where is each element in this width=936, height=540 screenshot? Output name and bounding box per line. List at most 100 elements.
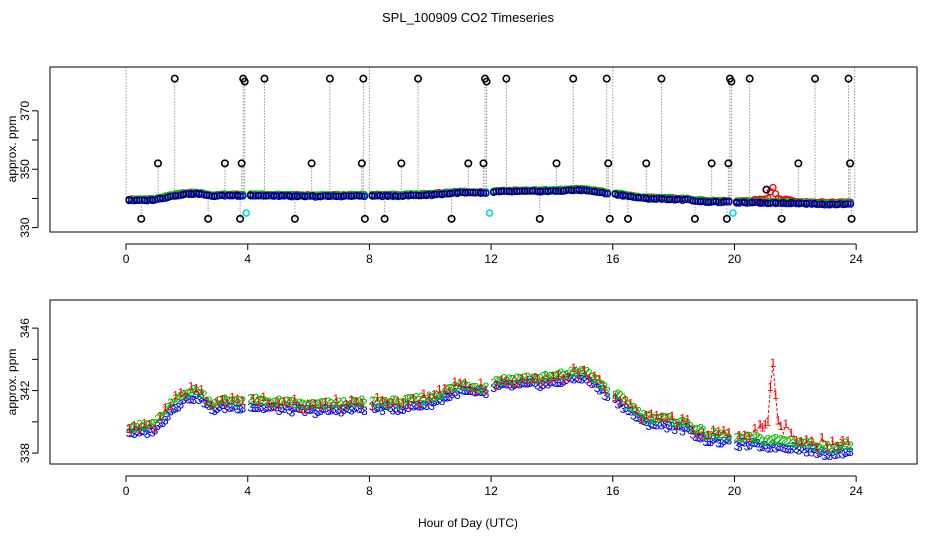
bottom-series-1-point: 1	[400, 396, 407, 410]
bottom-series-2-point: 2	[736, 430, 743, 444]
top-outlier-point	[535, 214, 544, 223]
top-raw-point	[528, 187, 537, 195]
bottom-series-2-point: 2	[483, 380, 490, 394]
top-outlier-point	[357, 159, 366, 168]
bottom-series-3-point: 3	[677, 419, 684, 433]
bottom-series-2-point: 2	[462, 378, 469, 392]
bottom-series-3-point: 3	[545, 378, 552, 392]
bottom-series-1-point: 1	[234, 392, 241, 406]
bottom-series-2-point: 2	[273, 394, 280, 408]
bottom-series-3-point: 3	[196, 393, 203, 407]
bottom-series-2-point: 2	[801, 436, 808, 450]
bottom-series-3-point: 3	[229, 401, 236, 415]
bottom-series-1-point: 1	[759, 421, 766, 435]
top-series-3-point	[360, 192, 369, 201]
top-series-3-point	[694, 197, 702, 206]
bottom-series-3-point: 3	[568, 372, 575, 386]
bottom-series-3-point: 3	[519, 376, 526, 390]
top-outlier-point	[360, 214, 369, 223]
bottom-series-1-point: 1	[483, 383, 490, 397]
bottom-series-2-point: 2	[679, 414, 686, 428]
top-outlier-point	[240, 77, 249, 86]
bottom-series-2-point: 2	[814, 440, 821, 454]
bottom-series-3-point: 3	[356, 402, 363, 416]
bottom-series-2-point: 2	[834, 441, 841, 455]
bottom-series-3-point: 3	[134, 424, 141, 438]
bottom-series-3-point: 3	[255, 401, 262, 415]
bottom-series-3-point: 3	[612, 392, 619, 406]
bottom-series-3-point: 3	[159, 416, 166, 430]
bottom-series-3-point: 3	[467, 384, 474, 398]
bottom-series-1-point: 1	[426, 390, 433, 404]
bottom-series-1-point: 1	[136, 423, 143, 437]
top-series-3-point	[265, 192, 273, 200]
bottom-series-3-point: 3	[185, 392, 192, 406]
bottom-series-3-point: 3	[633, 411, 640, 425]
top-raw-point	[681, 195, 689, 204]
bottom-series-2-point: 2	[571, 366, 578, 380]
bottom-series-1-point: 1	[260, 390, 267, 404]
bottom-series-2-point: 2	[157, 409, 164, 423]
bottom-series-3-point: 3	[410, 400, 417, 414]
bottom-series-3-point: 3	[413, 399, 420, 413]
bottom-series-3-point: 3	[537, 380, 544, 394]
bottom-series-2-point: 2	[793, 436, 800, 450]
bottom-series-2-point: 2	[335, 395, 342, 409]
top-outlier-point	[794, 159, 803, 168]
bottom-series-2-point: 2	[733, 431, 740, 445]
bottom-series-3-point: 3	[754, 437, 761, 451]
bottom-series-2-point: 2	[278, 395, 285, 409]
top-raw-point	[490, 188, 498, 196]
top-series-3-point	[184, 190, 193, 198]
bottom-series-3-point: 3	[475, 384, 482, 398]
bottom-series-3-point: 3	[837, 442, 844, 456]
bottom-y-tick-label: 346	[18, 318, 32, 338]
bottom-series-2-point: 2	[219, 393, 226, 407]
bottom-series-2-point: 2	[635, 405, 642, 419]
bottom-series-2-point: 2	[402, 392, 409, 406]
bottom-series-3-point: 3	[283, 400, 290, 414]
bottom-series-2-point: 2	[687, 419, 694, 433]
bottom-series-3-point: 3	[206, 399, 213, 413]
bottom-series-3-point: 3	[333, 404, 340, 418]
bottom-series-2-point: 2	[658, 410, 665, 424]
bottom-series-1-point: 1	[829, 434, 836, 448]
bottom-series-2-point: 2	[503, 374, 510, 388]
bottom-series-2-point: 2	[806, 438, 813, 452]
bottom-series-1-point: 1	[193, 381, 200, 395]
bottom-series-2-point: 2	[684, 417, 691, 431]
bottom-series-1-point: 1	[333, 392, 340, 406]
bottom-series-2-point: 2	[749, 433, 756, 447]
bottom-series-2-point: 2	[177, 389, 184, 403]
bottom-series-3-point: 3	[757, 441, 764, 455]
bottom-series-3-point: 3	[739, 435, 746, 449]
bottom-series-2-point: 2	[134, 421, 141, 435]
bottom-series-2-point: 2	[170, 396, 177, 410]
bottom-series-3-point: 3	[377, 400, 384, 414]
bottom-y-tick-label: 342	[18, 380, 32, 400]
top-raw-point	[673, 195, 681, 204]
bottom-series-3-point: 3	[720, 434, 727, 448]
top-raw-point	[355, 192, 363, 200]
top-outlier-point	[690, 214, 699, 223]
bottom-series-1-point: 1	[571, 361, 578, 375]
bottom-series-1-point: 1	[224, 396, 231, 410]
bottom-series-2-point: 2	[312, 397, 319, 411]
bottom-series-2-point: 2	[175, 391, 182, 405]
bottom-series-3-point: 3	[506, 378, 513, 392]
bottom-series-3-point: 3	[384, 399, 391, 413]
bottom-series-1-point: 1	[524, 373, 531, 387]
bottom-series-2-point: 2	[710, 425, 717, 439]
bottom-series-1-point: 1	[819, 431, 826, 445]
bottom-series-3-point: 3	[441, 390, 448, 404]
bottom-series-2-point: 2	[387, 396, 394, 410]
bottom-series-3-point: 3	[201, 396, 208, 410]
bottom-series-2-point: 2	[405, 391, 412, 405]
top-raw-point	[658, 194, 666, 203]
top-raw-point	[347, 192, 356, 200]
bottom-series-2-point: 2	[302, 398, 309, 412]
top-series-3-point	[303, 192, 312, 200]
bottom-series-3-point: 3	[175, 400, 182, 414]
top-series-3-point	[549, 187, 557, 195]
